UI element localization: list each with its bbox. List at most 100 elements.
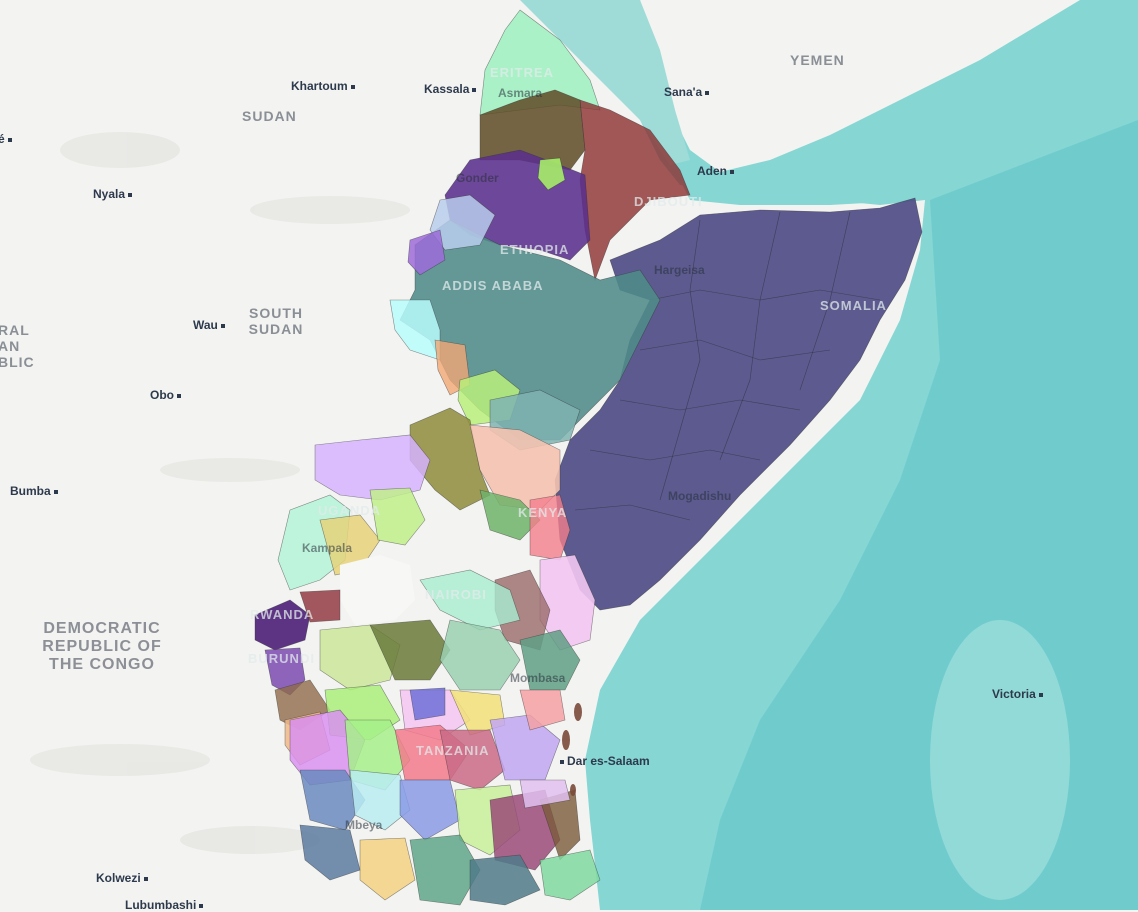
region-somalia[interactable] [554, 197, 923, 611]
overlay-label-somalia: SOMALIA [820, 298, 887, 313]
city-marker-icon [7, 137, 12, 142]
country-label-car-partial: RAL AN BLIC [0, 322, 35, 370]
region-dar[interactable] [519, 689, 566, 731]
city-marker-icon [1038, 692, 1043, 697]
country-label-yemen: YEMEN [790, 52, 845, 68]
region-tanzania-n[interactable] [369, 619, 451, 681]
red-sea [520, 0, 690, 165]
city-marker-icon [350, 84, 355, 89]
region-tanzania-pwani[interactable] [489, 714, 561, 781]
city-wau-label: Wau [193, 318, 218, 332]
region-tanzania-far-sw[interactable] [299, 824, 361, 881]
regions-overlay [254, 9, 923, 906]
city-sanaa-label: Sana'a [664, 85, 703, 99]
city-lubumbashi-label: Lubumbashi [125, 898, 197, 912]
city-hargeisa-label: Hargeisa [654, 263, 705, 277]
city-kolwezi-label: Kolwezi [96, 871, 141, 885]
region-tanzania-dodoma[interactable] [409, 687, 446, 721]
city-marker-icon [472, 87, 477, 92]
overlay-label-rwanda: RWANDA [250, 607, 315, 622]
lake-victoria [340, 555, 415, 625]
city-asmara-label: Asmara [498, 86, 543, 100]
city-dar-label: Dar es-Salaam [567, 754, 650, 768]
city-mombasa-label: Mombasa [510, 671, 566, 685]
region-uganda-north[interactable] [314, 434, 431, 501]
city-nyala[interactable]: Nyala [93, 187, 133, 201]
city-marker-icon [128, 192, 133, 197]
somalia-districts [574, 211, 881, 521]
city-obo[interactable]: Obo [150, 388, 181, 402]
arabian-peninsula [640, 0, 1080, 172]
region-uganda-east[interactable] [369, 487, 426, 546]
city-marker-icon [730, 169, 734, 174]
city-khartoum[interactable]: Khartoum [291, 79, 355, 93]
city-khartoum-label: Khartoum [291, 79, 348, 93]
gulf-of-aden [680, 0, 1138, 205]
city-bumba[interactable]: Bumba [10, 484, 58, 498]
city-bumba-label: Bumba [10, 484, 51, 498]
city-mogadishu-label: Mogadishu [668, 489, 732, 503]
city-gonder[interactable]: Gonder [456, 171, 499, 185]
region-amhara-spot [537, 157, 566, 191]
city-marker-icon [53, 489, 58, 494]
city-marker-icon [560, 759, 564, 764]
country-label-south-sudan: SOUTH SUDAN [248, 305, 304, 337]
city-mbeya[interactable]: Mbeya [345, 818, 382, 832]
region-tanzania-morogoro[interactable] [439, 729, 506, 791]
city-victoria-label: Victoria [992, 687, 1036, 701]
overlay-label-nairobi: NAIROBI [425, 587, 487, 602]
city-kassala-label: Kassala [424, 82, 470, 96]
region-rwanda-east[interactable] [299, 589, 341, 623]
region-kenya-east[interactable] [529, 494, 571, 561]
city-lubumbashi[interactable]: Lubumbashi [125, 898, 204, 912]
country-label-drc: DEMOCRATIC REPUBLIC OF THE CONGO [42, 620, 162, 673]
city-dar-es-salaam[interactable]: Dar es-Salaam [560, 754, 650, 768]
overlay-label-ethiopia: ETHIOPIA [500, 242, 570, 257]
city-sanaa[interactable]: Sana'a [664, 85, 710, 99]
region-tanzania-sw[interactable] [359, 837, 416, 901]
city-marker-icon [199, 903, 204, 908]
city-kassala[interactable]: Kassala [424, 82, 477, 96]
region-tanzania-ruvuma[interactable] [519, 779, 571, 809]
city-marker-icon [177, 393, 181, 398]
seychelles-bank [930, 620, 1070, 900]
city-marker-icon [220, 323, 225, 328]
overlay-label-eritrea: ERITREA [490, 65, 555, 80]
region-tanzania-njombe[interactable] [349, 769, 411, 831]
overlay-label-burundi: BURUNDI [248, 651, 315, 666]
city-wau[interactable]: Wau [193, 318, 225, 332]
overlay-label-kenya: KENYA [518, 505, 568, 520]
city-marker-icon [143, 876, 148, 881]
city-kolwezi[interactable]: Kolwezi [96, 871, 148, 885]
region-west-ethiopia[interactable] [429, 194, 496, 251]
overlay-label-addis-ababa: ADDIS ABABA [442, 278, 544, 293]
overlay-label-tanzania: TANZANIA [416, 743, 490, 758]
overlay-label-uganda: UGANDA [318, 503, 382, 518]
region-tanzania-ne[interactable] [439, 619, 521, 691]
region-benishangul[interactable] [407, 229, 446, 276]
city-gonder-label: Gonder [456, 171, 499, 185]
region-rwanda[interactable] [254, 599, 311, 651]
city-aden-label: Aden [697, 164, 727, 178]
region-tanzania-ruvuma-w[interactable] [399, 779, 461, 841]
region-tanzania-se-tip[interactable] [539, 849, 601, 901]
city-partial-west[interactable]: é [0, 132, 12, 146]
city-victoria[interactable]: Victoria [992, 687, 1043, 701]
zanzibar-islands [562, 703, 582, 796]
city-asmara[interactable]: Asmara [498, 86, 542, 100]
city-hargeisa[interactable]: Hargeisa [654, 263, 705, 277]
region-tanga[interactable] [519, 629, 581, 691]
city-obo-label: Obo [150, 388, 174, 402]
city-mogadishu[interactable]: Mogadishu [668, 489, 731, 503]
overlay-label-djibouti: DJIBOUTI [634, 194, 703, 209]
region-nairobi[interactable] [419, 569, 521, 631]
city-kampala-label: Kampala [302, 541, 353, 555]
city-aden[interactable]: Aden [697, 164, 734, 178]
city-kampala[interactable]: Kampala [302, 541, 352, 555]
city-mbeya-label: Mbeya [345, 818, 383, 832]
city-partial-label: é [0, 132, 5, 146]
city-marker-icon [705, 90, 710, 95]
city-mombasa[interactable]: Mombasa [510, 671, 565, 685]
region-tanzania-southeast[interactable] [469, 854, 541, 906]
